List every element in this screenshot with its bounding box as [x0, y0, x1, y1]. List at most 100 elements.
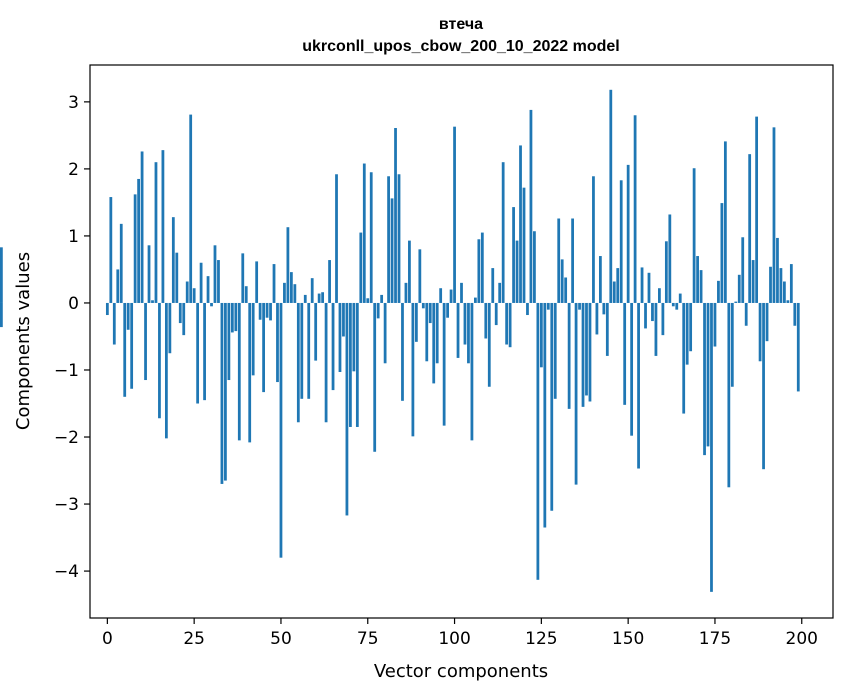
bar	[435, 302, 439, 364]
bar	[314, 302, 318, 361]
bar	[394, 128, 397, 303]
x-tick-label: 25	[183, 629, 205, 649]
bar	[456, 302, 460, 358]
bar	[598, 256, 602, 303]
bar	[151, 300, 154, 303]
bar	[425, 302, 429, 362]
bar	[404, 282, 408, 303]
bar	[512, 207, 515, 303]
bar	[272, 264, 276, 303]
bar	[630, 302, 634, 436]
bar	[182, 302, 186, 336]
bar	[494, 302, 498, 326]
bar	[661, 302, 665, 336]
bar	[644, 302, 647, 329]
bar	[255, 261, 259, 303]
bar	[515, 240, 519, 303]
x-tick-label: 150	[612, 629, 644, 649]
bar	[605, 302, 609, 356]
bar	[199, 262, 203, 303]
bar	[560, 259, 564, 303]
bar	[633, 115, 637, 303]
bar	[453, 126, 456, 303]
bar	[130, 302, 134, 389]
bar	[175, 252, 179, 303]
bar	[519, 145, 522, 303]
bar	[0, 247, 3, 303]
bar	[321, 292, 325, 303]
bar	[706, 302, 710, 447]
bar	[158, 302, 161, 419]
bar	[387, 176, 390, 303]
bar	[397, 174, 401, 303]
bar	[564, 277, 568, 303]
bar	[637, 302, 640, 469]
bar	[418, 249, 422, 303]
bar	[144, 302, 147, 381]
bar	[786, 300, 790, 303]
x-axis-ticks: 0 25 50 75 100 125 150 175 200	[102, 618, 818, 649]
bar	[338, 302, 342, 372]
bar	[609, 89, 613, 303]
bar	[616, 268, 620, 303]
bar	[137, 178, 140, 303]
bar	[286, 227, 290, 303]
bar	[331, 302, 335, 391]
bar	[383, 302, 387, 364]
bar	[765, 302, 769, 342]
bar	[116, 269, 120, 303]
y-tick-label: −2	[54, 428, 79, 448]
y-tick-label: 0	[68, 294, 79, 314]
bar	[279, 302, 283, 558]
x-tick-label: 125	[525, 629, 557, 649]
bar	[289, 272, 293, 303]
y-tick-label: −4	[54, 562, 79, 582]
bar	[796, 302, 800, 392]
bar	[241, 253, 245, 303]
bar	[664, 241, 668, 303]
bar	[189, 114, 193, 303]
bar	[595, 302, 599, 335]
bar	[342, 302, 345, 337]
bar	[428, 302, 432, 324]
bar	[362, 163, 366, 303]
bar	[345, 302, 349, 516]
bar	[654, 302, 658, 356]
bar	[539, 302, 543, 368]
bar	[300, 302, 304, 399]
bar	[783, 281, 786, 303]
bar	[647, 272, 651, 303]
bar	[758, 302, 762, 362]
bar	[682, 302, 686, 414]
bar	[133, 194, 137, 303]
bar	[612, 281, 616, 303]
bar	[168, 302, 172, 354]
bar	[269, 302, 272, 321]
x-axis-label: Vector components	[374, 661, 548, 682]
bar	[703, 302, 706, 456]
bar	[619, 180, 623, 303]
bar	[258, 302, 262, 320]
bar	[126, 302, 130, 330]
bar	[185, 281, 189, 303]
bar	[480, 232, 484, 303]
bar	[349, 302, 352, 427]
bar	[484, 302, 488, 339]
bar	[276, 302, 279, 383]
bar	[769, 266, 772, 303]
bar	[789, 264, 793, 303]
bar	[401, 302, 404, 401]
bar	[147, 245, 151, 303]
bar	[734, 301, 738, 303]
bar	[307, 302, 311, 399]
x-tick-label: 0	[102, 629, 113, 649]
bar	[390, 198, 394, 303]
bar	[109, 197, 113, 303]
bar	[699, 270, 703, 303]
x-tick-label: 50	[270, 629, 292, 649]
bar	[658, 288, 661, 303]
bar	[432, 302, 436, 384]
bar	[442, 302, 446, 426]
bar	[373, 302, 377, 452]
bar	[602, 302, 606, 315]
